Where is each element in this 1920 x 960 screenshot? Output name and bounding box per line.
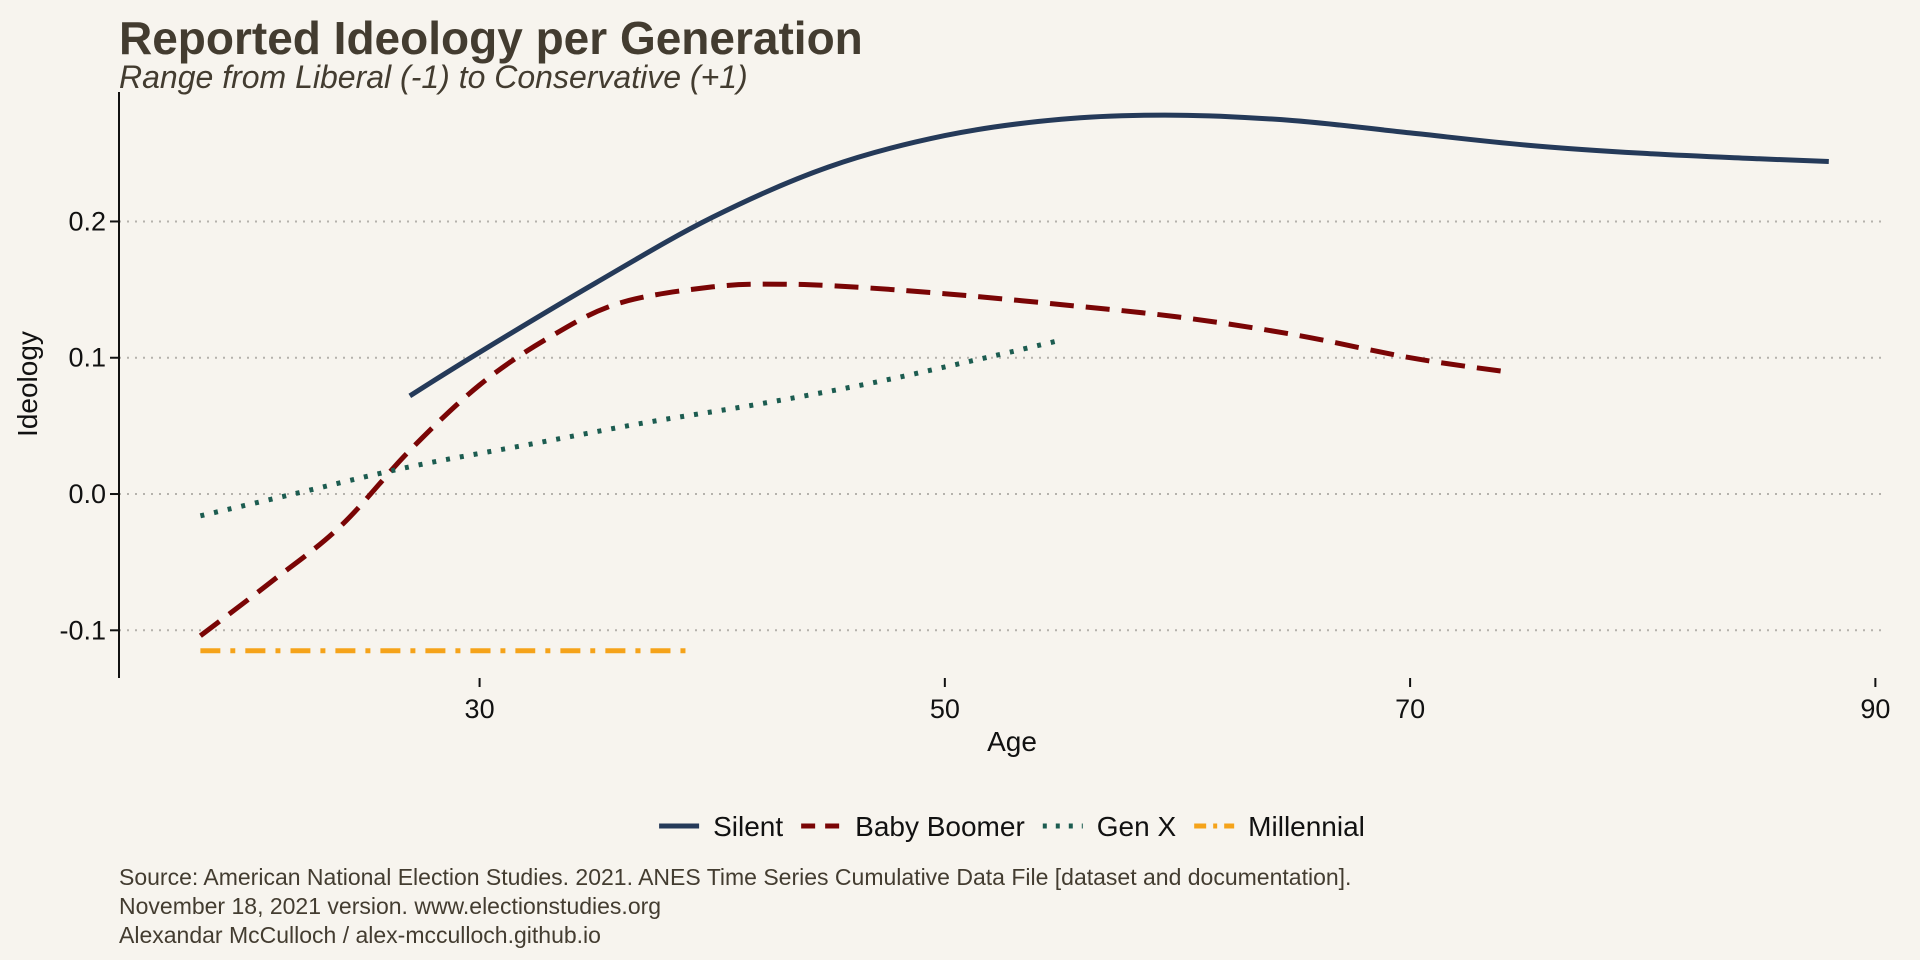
x-tick-label: 30 <box>465 694 495 724</box>
legend: Silent Baby Boomer Gen X Millennial <box>659 811 1365 842</box>
y-tick-label: -0.1 <box>59 615 106 645</box>
series-line-gen-x <box>199 337 1062 519</box>
x-tick-label: 90 <box>1860 694 1890 724</box>
y-tick-label: 0.0 <box>68 479 106 509</box>
legend-label-millennial: Millennial <box>1248 811 1365 842</box>
chart-subtitle: Range from Liberal (-1) to Conservative … <box>119 59 748 95</box>
x-tick-label: 50 <box>930 694 960 724</box>
legend-label-baby-boomer: Baby Boomer <box>855 811 1025 842</box>
caption-line-2: November 18, 2021 version. www.elections… <box>119 893 661 919</box>
caption-line-3: Alexandar McCulloch / alex-mcculloch.git… <box>119 922 601 948</box>
legend-label-gen-x: Gen X <box>1097 811 1177 842</box>
legend-label-silent: Silent <box>713 811 783 842</box>
gridlines <box>119 220 1887 632</box>
series-line-silent <box>408 112 1829 399</box>
y-tick-label: 0.1 <box>68 343 106 373</box>
caption-line-1: Source: American National Election Studi… <box>119 864 1351 890</box>
y-axis-title: Ideology <box>12 331 43 437</box>
x-tick-label: 70 <box>1395 694 1425 724</box>
series-line-baby-boomer <box>198 281 1504 638</box>
y-tick-label: 0.2 <box>68 206 106 236</box>
x-axis-ticks: 30 50 70 90 <box>465 678 1890 724</box>
x-axis-title: Age <box>987 726 1037 757</box>
y-axis-ticks: -0.1 0.0 0.1 0.2 <box>59 206 119 645</box>
chart-title: Reported Ideology per Generation <box>119 12 863 64</box>
series-lines <box>198 112 1829 654</box>
